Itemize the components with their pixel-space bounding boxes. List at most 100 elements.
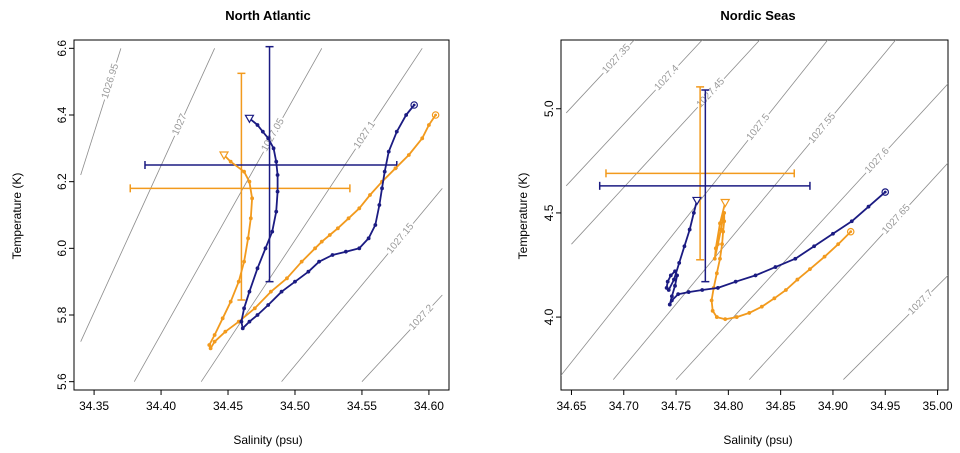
end-marker [720, 198, 731, 208]
data-point [266, 136, 271, 141]
data-point [293, 279, 297, 284]
x-axis-label: Salinity (psu) [233, 433, 302, 447]
panel-nordic-seas: Nordic Seas Salinity (psu) Temperature (… [516, 8, 953, 447]
data-point [714, 271, 719, 276]
y-axis-label: Temperature (K) [10, 173, 24, 260]
density-contour-label: 1027.2 [407, 302, 436, 332]
panel-north-atlantic: North Atlantic Salinity (psu) Temperatur… [10, 8, 450, 447]
data-point [319, 239, 324, 244]
y-tick-label: 6.0 [55, 240, 69, 257]
data-point [715, 286, 720, 290]
data-point [759, 304, 764, 309]
data-point [240, 326, 245, 331]
density-contour [571, 40, 761, 245]
data-point [713, 246, 718, 251]
data-point [712, 256, 717, 261]
density-contour-label: 1027.7 [906, 288, 936, 318]
data-point [721, 215, 726, 219]
x-tick-label: 34.60 [414, 399, 444, 413]
end-marker [218, 151, 230, 161]
x-tick-label: 34.65 [556, 399, 586, 413]
density-contour-label: 1027.65 [880, 202, 913, 236]
data-point [274, 209, 279, 214]
data-point [822, 254, 827, 259]
data-point [313, 246, 317, 251]
density-contour [133, 48, 323, 382]
data-point [327, 233, 332, 237]
y-tick-label: 5.8 [55, 306, 69, 323]
data-point [228, 159, 233, 164]
density-contour [80, 48, 122, 176]
data-point [275, 189, 280, 194]
start-marker [846, 227, 855, 236]
data-point [394, 129, 399, 134]
data-point [669, 294, 674, 299]
density-contour [200, 48, 423, 382]
data-point [236, 279, 241, 284]
data-point [722, 211, 727, 215]
data-point [255, 313, 260, 317]
data-point [404, 113, 409, 117]
data-point [665, 279, 670, 284]
data-point [682, 244, 687, 249]
data-point [228, 299, 233, 304]
data-point [377, 203, 382, 207]
data-point [808, 267, 812, 272]
data-point [718, 256, 722, 261]
start-marker [881, 188, 890, 196]
density-contour [281, 188, 443, 382]
data-point [687, 227, 692, 232]
y-tick-label: 6.2 [55, 173, 69, 190]
density-contour-label: 1027.6 [863, 145, 892, 175]
start-marker-dot [849, 230, 853, 234]
data-point [373, 223, 378, 227]
start-marker [431, 111, 440, 119]
density-contour [612, 40, 897, 380]
data-point [247, 319, 252, 324]
data-point [246, 236, 251, 241]
y-tick-label: 4.5 [542, 204, 556, 221]
data-point [668, 273, 673, 278]
data-point [346, 216, 351, 221]
panel-title: North Atlantic [225, 8, 310, 23]
x-tick-label: 35.00 [923, 399, 953, 413]
data-point [691, 211, 696, 215]
start-marker-dot [883, 190, 887, 194]
data-point [686, 290, 691, 294]
density-contour-label: 1027.5 [745, 112, 773, 143]
data-point [266, 303, 271, 307]
data-point [242, 169, 246, 174]
density-contour-label: 1027.1 [352, 119, 378, 151]
data-point [718, 221, 722, 226]
data-point [406, 153, 411, 157]
data-point [866, 204, 871, 209]
density-contour [361, 294, 443, 382]
data-point [677, 261, 682, 265]
density-contour [565, 40, 703, 187]
data-point [250, 196, 255, 201]
data-point [236, 319, 241, 324]
x-tick-label: 34.95 [870, 399, 900, 413]
density-contour [843, 275, 948, 380]
density-contour [565, 40, 635, 114]
y-tick-label: 6.4 [55, 106, 69, 123]
series-line [710, 202, 852, 321]
data-point [223, 329, 228, 334]
data-point [252, 306, 257, 311]
y-tick-label: 5.6 [55, 373, 69, 390]
data-point [420, 136, 425, 141]
x-tick-label: 34.55 [347, 399, 377, 413]
data-point [366, 236, 371, 241]
plot-frame [560, 39, 949, 391]
data-point [212, 339, 217, 344]
data-point [669, 298, 674, 303]
data-point [382, 169, 387, 174]
data-point [317, 259, 321, 264]
data-point [248, 216, 253, 221]
start-marker-dot [412, 103, 416, 107]
data-point [675, 273, 679, 278]
data-point [330, 253, 335, 257]
data-point [734, 315, 739, 319]
data-point [306, 269, 311, 274]
